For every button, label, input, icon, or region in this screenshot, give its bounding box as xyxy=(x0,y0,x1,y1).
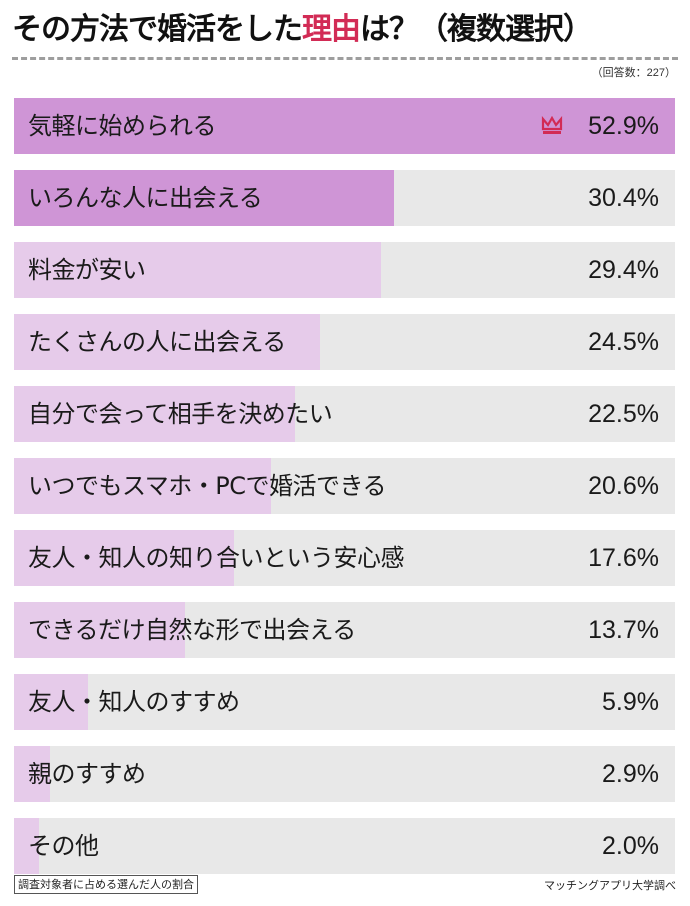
bar-fill xyxy=(14,386,296,442)
bar-label: 自分で会って相手を決めたい xyxy=(28,400,333,428)
bar-fill xyxy=(14,98,675,154)
bar-list: 気軽に始められる 52.9% いろんな人に出会える 30.4% 料金が安い 29.4% たく… xyxy=(14,98,675,890)
bar-row: いつでもスマホ・PCで婚活できる 20.6% xyxy=(14,458,675,514)
bar-fill xyxy=(14,818,39,874)
bar-fill xyxy=(14,170,394,226)
bar-value: 2.9% xyxy=(602,760,659,788)
sample-size: （回答数：227） xyxy=(591,67,676,79)
bar-row: いろんな人に出会える 30.4% xyxy=(14,170,675,226)
bar-label: その他 xyxy=(28,832,99,860)
bar-value: 13.7% xyxy=(588,616,659,644)
bar-label: 料金が安い xyxy=(28,256,146,284)
bar-fill xyxy=(14,242,382,298)
bar-value: 30.4% xyxy=(588,184,659,212)
bar-value: 20.6% xyxy=(588,472,659,500)
bar-value: 2.0% xyxy=(602,832,659,860)
bar-label: 友人・知人のすすめ xyxy=(28,688,240,716)
source-credit: マッチングアプリ大学調べ xyxy=(544,879,676,892)
bar-row: 料金が安い 29.4% xyxy=(14,242,675,298)
title-prefix: その方法で婚活をした xyxy=(12,12,303,47)
bar-row: 友人・知人のすすめ 5.9% xyxy=(14,674,675,730)
bar-value: 5.9% xyxy=(602,688,659,716)
bar-label: できるだけ自然な形で出会える xyxy=(28,616,356,644)
footnote: 調査対象者に占める選んだ人の割合 xyxy=(14,875,198,894)
bar-label: 親のすすめ xyxy=(28,760,146,788)
bar-value: 52.9% xyxy=(588,112,659,140)
bar-fill xyxy=(14,530,234,586)
bar-value: 17.6% xyxy=(588,544,659,572)
bar-row: 親のすすめ 2.9% xyxy=(14,746,675,802)
crown-icon xyxy=(541,116,563,134)
bar-row: その他 2.0% xyxy=(14,818,675,874)
bar-label: 気軽に始められる xyxy=(28,112,217,140)
bar-value: 29.4% xyxy=(588,256,659,284)
bar-row: 友人・知人の知り合いという安心感 17.6% xyxy=(14,530,675,586)
bar-label: いろんな人に出会える xyxy=(28,184,263,212)
bar-label: いつでもスマホ・PCで婚活できる xyxy=(28,472,387,500)
chart-title: その方法で婚活をした理由は？（複数選択） xyxy=(12,8,682,52)
bar-row: たくさんの人に出会える 24.5% xyxy=(14,314,675,370)
bar-label: 友人・知人の知り合いという安心感 xyxy=(28,544,405,572)
bar-fill xyxy=(14,674,88,730)
bar-value: 24.5% xyxy=(588,328,659,356)
bar-fill xyxy=(14,314,321,370)
bar-value: 22.5% xyxy=(588,400,659,428)
bar-fill xyxy=(14,602,186,658)
title-suffix: は？（複数選択） xyxy=(360,12,593,47)
title-accent: 理由 xyxy=(302,12,361,47)
bar-fill xyxy=(14,746,51,802)
bar-label: たくさんの人に出会える xyxy=(28,328,286,356)
bar-row: 気軽に始められる 52.9% xyxy=(14,98,675,154)
bar-row: できるだけ自然な形で出会える 13.7% xyxy=(14,602,675,658)
bar-row: 自分で会って相手を決めたい 22.5% xyxy=(14,386,675,442)
bar-fill xyxy=(14,458,272,514)
dashed-divider xyxy=(12,57,678,60)
